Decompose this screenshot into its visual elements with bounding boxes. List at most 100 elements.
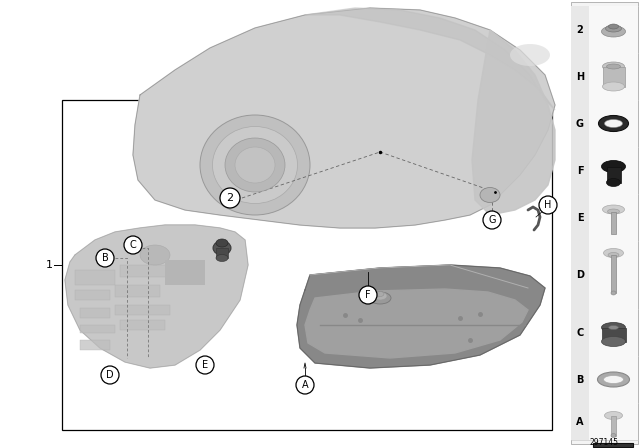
Bar — [589, 309, 638, 356]
Bar — [80, 340, 110, 350]
Text: B: B — [576, 375, 584, 384]
Ellipse shape — [598, 116, 628, 132]
Bar — [216, 248, 228, 258]
Bar — [120, 320, 165, 330]
Ellipse shape — [213, 241, 231, 255]
Bar — [602, 327, 625, 341]
Bar — [589, 403, 638, 440]
Ellipse shape — [225, 138, 285, 192]
Ellipse shape — [609, 24, 618, 29]
Text: D: D — [106, 370, 114, 380]
Polygon shape — [472, 30, 555, 215]
Text: E: E — [202, 360, 208, 370]
Bar — [571, 403, 589, 440]
Bar — [589, 6, 638, 53]
Bar — [571, 53, 589, 100]
Text: E: E — [577, 212, 583, 223]
Bar — [115, 305, 170, 315]
Ellipse shape — [604, 249, 623, 258]
Ellipse shape — [602, 26, 625, 37]
Polygon shape — [133, 8, 555, 228]
Ellipse shape — [216, 239, 228, 247]
Text: A: A — [301, 380, 308, 390]
Text: G: G — [488, 215, 496, 225]
Ellipse shape — [609, 326, 618, 329]
Bar — [602, 66, 625, 86]
Bar — [571, 194, 589, 241]
Ellipse shape — [602, 160, 625, 172]
Ellipse shape — [598, 372, 630, 387]
Text: 1: 1 — [46, 260, 53, 270]
Bar — [80, 325, 115, 333]
Text: H: H — [576, 72, 584, 82]
Text: C: C — [130, 240, 136, 250]
Bar — [75, 290, 110, 300]
Text: 2: 2 — [577, 25, 584, 34]
Ellipse shape — [602, 205, 625, 214]
Ellipse shape — [602, 336, 625, 346]
Bar — [611, 415, 616, 435]
Bar — [75, 270, 115, 285]
Bar — [571, 147, 589, 194]
Ellipse shape — [602, 82, 625, 91]
Text: C: C — [577, 327, 584, 337]
Bar — [80, 308, 110, 318]
Polygon shape — [305, 8, 555, 110]
Ellipse shape — [607, 178, 621, 186]
Bar — [571, 6, 589, 53]
Text: B: B — [102, 253, 108, 263]
Ellipse shape — [376, 292, 384, 297]
Ellipse shape — [235, 147, 275, 183]
Circle shape — [220, 188, 240, 208]
Bar — [571, 309, 589, 356]
Bar — [589, 356, 638, 403]
Ellipse shape — [212, 126, 298, 203]
Bar — [607, 167, 621, 182]
Bar — [611, 255, 616, 293]
Text: D: D — [576, 270, 584, 280]
Ellipse shape — [607, 64, 621, 69]
Bar — [62, 100, 552, 430]
Bar — [571, 241, 589, 309]
Circle shape — [96, 249, 114, 267]
Bar — [165, 260, 205, 285]
Bar — [589, 147, 638, 194]
Ellipse shape — [608, 253, 619, 258]
Bar — [115, 285, 160, 297]
Bar — [571, 356, 589, 403]
Circle shape — [539, 196, 557, 214]
Circle shape — [124, 236, 142, 254]
Circle shape — [296, 376, 314, 394]
Bar — [571, 2, 638, 444]
Ellipse shape — [611, 291, 616, 295]
Ellipse shape — [510, 44, 550, 66]
Ellipse shape — [480, 188, 500, 202]
Text: 297145: 297145 — [590, 438, 619, 447]
Bar — [611, 211, 616, 233]
Circle shape — [196, 356, 214, 374]
Ellipse shape — [605, 25, 621, 32]
Circle shape — [101, 366, 119, 384]
Ellipse shape — [602, 62, 625, 71]
Ellipse shape — [611, 434, 616, 438]
Text: A: A — [576, 417, 584, 426]
Text: 2: 2 — [227, 193, 234, 203]
Polygon shape — [593, 443, 633, 447]
Polygon shape — [297, 265, 545, 368]
Ellipse shape — [607, 209, 620, 214]
Bar — [120, 265, 170, 277]
Ellipse shape — [140, 245, 170, 265]
Text: F: F — [577, 165, 583, 176]
Polygon shape — [305, 289, 528, 358]
Bar — [589, 100, 638, 147]
Bar — [571, 100, 589, 147]
Ellipse shape — [604, 375, 623, 383]
Circle shape — [483, 211, 501, 229]
Bar — [589, 241, 638, 309]
Ellipse shape — [369, 292, 391, 304]
Polygon shape — [65, 225, 248, 368]
Bar — [589, 194, 638, 241]
Text: G: G — [576, 119, 584, 129]
Circle shape — [359, 286, 377, 304]
Ellipse shape — [605, 412, 623, 419]
